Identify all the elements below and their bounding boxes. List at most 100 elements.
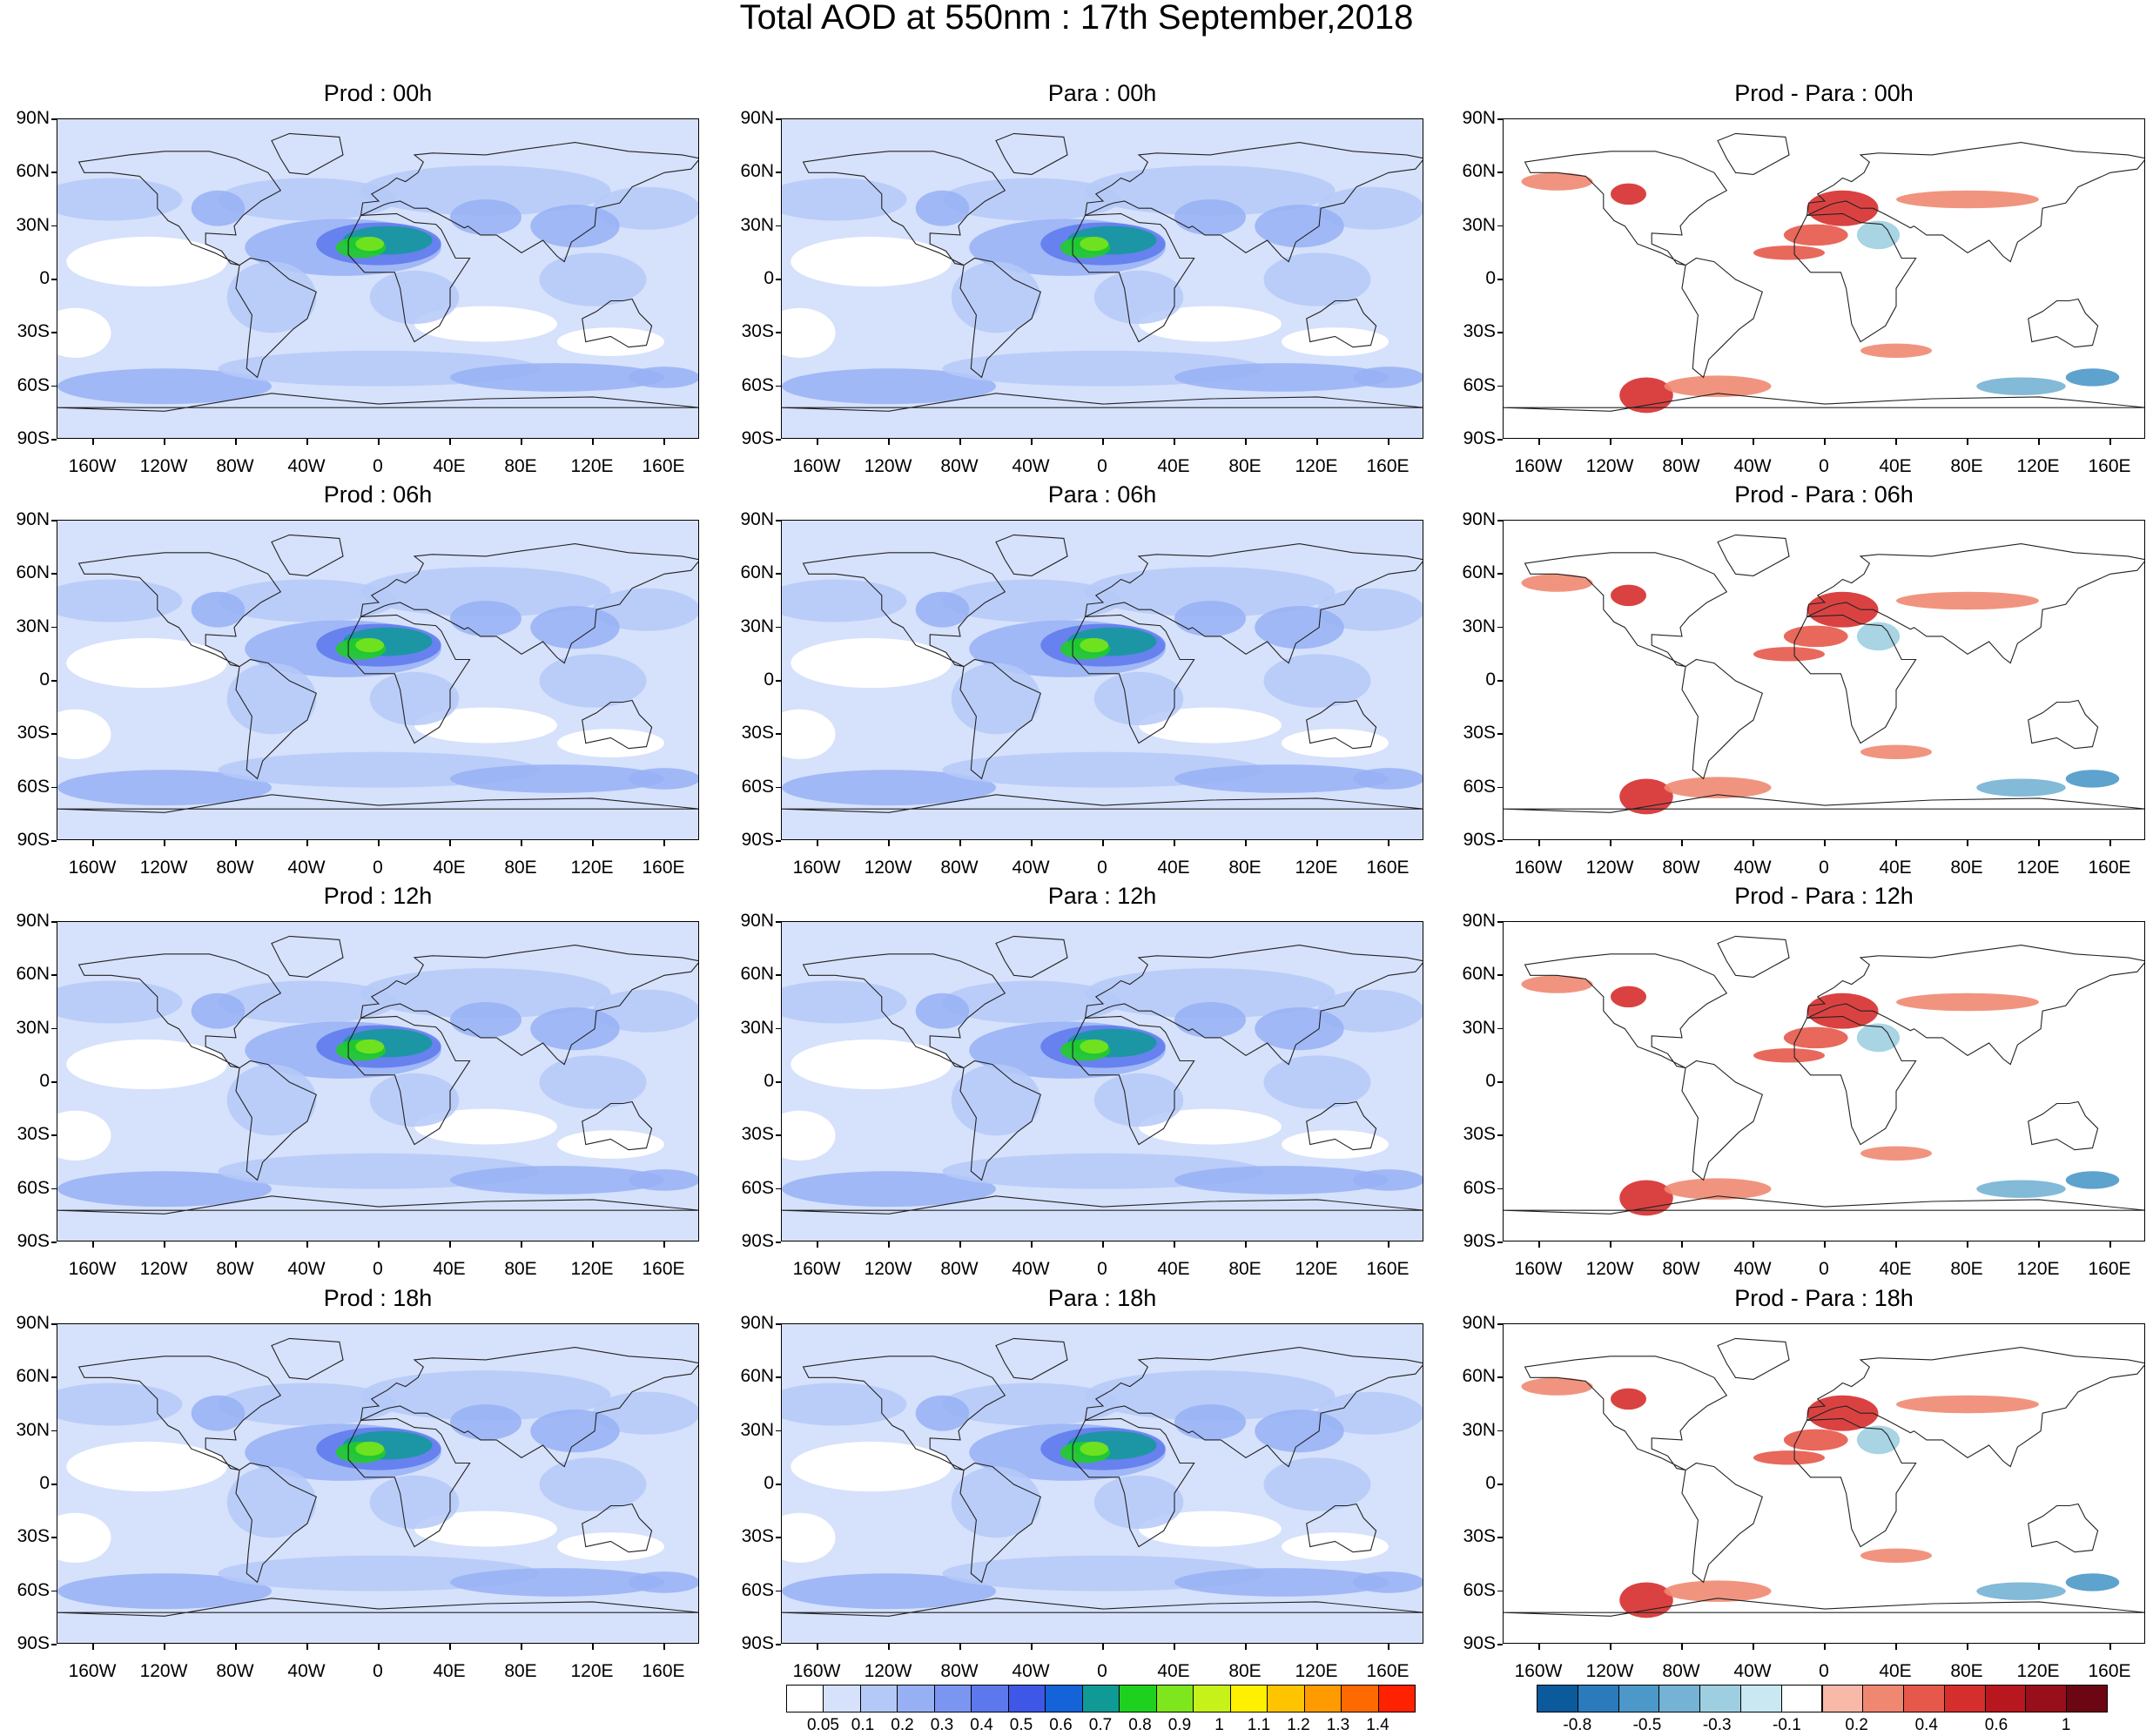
aod-plume <box>1085 968 1336 1019</box>
aod-plume <box>369 1073 460 1127</box>
diff-colorbar-label: -0.3 <box>1702 1716 1732 1734</box>
longitude-label: 80W <box>940 456 979 476</box>
difference-patch <box>1521 1377 1593 1396</box>
coastline <box>959 257 1041 379</box>
difference-patch <box>1856 622 1901 651</box>
longitude-label: 160W <box>792 1661 841 1681</box>
coastline <box>235 658 317 780</box>
latitude-label: 30N <box>740 214 774 235</box>
aod-plume <box>1317 1391 1423 1435</box>
aod-colorbar-box <box>1229 1685 1268 1712</box>
diff-colorbar-box <box>2066 1685 2108 1712</box>
coastline <box>360 543 698 664</box>
longitude-label: 80W <box>940 1661 979 1681</box>
longitude-tick <box>1388 1241 1389 1248</box>
aod-plume <box>782 1573 996 1610</box>
longitude-label: 120W <box>864 1661 912 1681</box>
latitude-label: 90S <box>17 1231 50 1251</box>
latitude-tick <box>51 172 57 173</box>
aod-plume <box>1353 367 1423 388</box>
longitude-label: 40W <box>1012 1259 1050 1279</box>
longitude-tick <box>663 1644 665 1650</box>
latitude-label: 30S <box>1463 1124 1496 1145</box>
panel-title: Prod : 00h <box>323 80 433 106</box>
difference-patch <box>1611 183 1646 205</box>
latitude-tick <box>776 332 781 333</box>
latitude-label: 30N <box>740 1419 774 1440</box>
longitude-label: 160W <box>792 456 841 476</box>
longitude-tick <box>1681 840 1683 846</box>
map-frame <box>57 921 699 1241</box>
longitude-tick <box>306 439 308 445</box>
longitude-label: 160E <box>642 1661 685 1681</box>
longitude-tick <box>888 1644 890 1650</box>
aod-colorbar-label: 0.6 <box>1049 1716 1073 1734</box>
aod-field <box>782 922 1423 1241</box>
aod-plume <box>355 1441 385 1457</box>
aod-colorbar-box <box>933 1685 972 1712</box>
latitude-tick <box>51 439 57 441</box>
latitude-tick <box>51 786 57 789</box>
longitude-tick <box>2038 1241 2040 1248</box>
longitude-tick <box>663 840 665 846</box>
aod-plume <box>369 270 460 325</box>
difference-patch <box>1860 343 1932 358</box>
latitude-label: 0 <box>764 670 774 690</box>
aod-plume <box>369 1475 460 1530</box>
latitude-label: 60N <box>740 161 774 182</box>
difference-patch <box>1619 778 1673 815</box>
longitude-label: 80W <box>216 1259 254 1279</box>
longitude-tick <box>1824 439 1826 445</box>
coastline <box>1084 543 1423 664</box>
aod-colorbar-box <box>1303 1685 1342 1712</box>
latitude-label: 30S <box>17 723 50 744</box>
longitude-label: 40E <box>1879 858 1912 878</box>
aod-plume <box>539 1457 647 1511</box>
longitude-label: 120W <box>864 456 912 476</box>
aod-plume <box>191 1395 246 1431</box>
longitude-label: 80W <box>1662 1259 1700 1279</box>
latitude-tick <box>1497 1484 1503 1485</box>
latitude-label: 30S <box>741 1526 774 1547</box>
longitude-tick <box>1681 1241 1683 1248</box>
coastline <box>995 534 1068 576</box>
coastline <box>1504 1195 2144 1215</box>
difference-patch <box>1896 992 2039 1012</box>
latitude-tick <box>776 573 781 575</box>
longitude-label: 80W <box>1662 456 1700 476</box>
difference-patch <box>1611 584 1646 607</box>
latitude-label: 90S <box>1463 1231 1496 1251</box>
aod-plume <box>539 1055 647 1109</box>
coastline <box>1717 132 1790 175</box>
longitude-tick <box>1538 439 1540 445</box>
diff-colorbar-box <box>1577 1685 1619 1712</box>
longitude-label: 160E <box>642 1259 685 1279</box>
coastline <box>1681 658 1763 780</box>
aod-plume <box>915 190 970 226</box>
aod-field <box>57 1324 698 1643</box>
longitude-label: 40W <box>1012 1661 1050 1681</box>
aod-plume <box>450 1404 521 1440</box>
longitude-tick <box>306 1644 308 1650</box>
aod-plume <box>1085 567 1336 617</box>
coastline <box>360 142 698 263</box>
longitude-label: 40E <box>1879 1661 1912 1681</box>
longitude-label: 120W <box>139 456 188 476</box>
longitude-tick <box>1174 1241 1175 1248</box>
latitude-label: 90N <box>16 108 50 128</box>
latitude-tick <box>51 1241 57 1243</box>
map-frame <box>781 118 1423 439</box>
longitude-tick <box>521 1241 522 1248</box>
longitude-label: 0 <box>1819 456 1829 476</box>
coastline <box>1793 614 1917 744</box>
longitude-label: 40E <box>1157 858 1190 878</box>
aod-field <box>782 1324 1423 1643</box>
longitude-tick <box>378 840 380 846</box>
longitude-tick <box>2109 439 2111 445</box>
aod-plume <box>1174 1002 1246 1038</box>
diff-colorbar-box <box>1699 1685 1741 1712</box>
longitude-tick <box>235 1644 237 1650</box>
latitude-label: 30N <box>1462 1419 1496 1440</box>
coastline <box>271 935 344 978</box>
longitude-label: 0 <box>373 858 383 878</box>
